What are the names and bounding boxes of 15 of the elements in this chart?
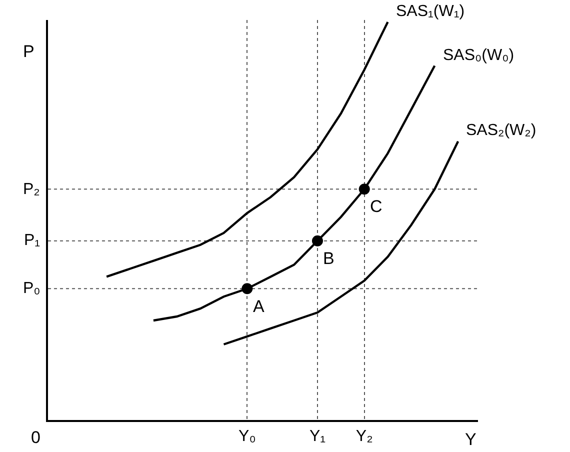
ref-line-label: P₁ bbox=[24, 232, 40, 249]
x-tick-label: Y₂ bbox=[356, 428, 373, 446]
ref-line-label: P₂ bbox=[23, 181, 40, 198]
annotation: A bbox=[253, 297, 265, 316]
text: 0 bbox=[31, 428, 40, 447]
x-axis-title: Y bbox=[465, 430, 476, 449]
annotation: B bbox=[323, 249, 334, 268]
series-label: SAS₁(W₁) bbox=[396, 3, 465, 20]
y-axis-title: P bbox=[23, 42, 34, 61]
x-tick-label: Y₁ bbox=[309, 428, 326, 446]
series-label: SAS₂(W₂) bbox=[466, 122, 536, 139]
ref-line-label: P₀ bbox=[23, 280, 40, 297]
series-label: SAS₀(W₀) bbox=[443, 47, 514, 64]
x-tick-label: Y₀ bbox=[238, 428, 256, 446]
annotation: C bbox=[370, 197, 382, 216]
